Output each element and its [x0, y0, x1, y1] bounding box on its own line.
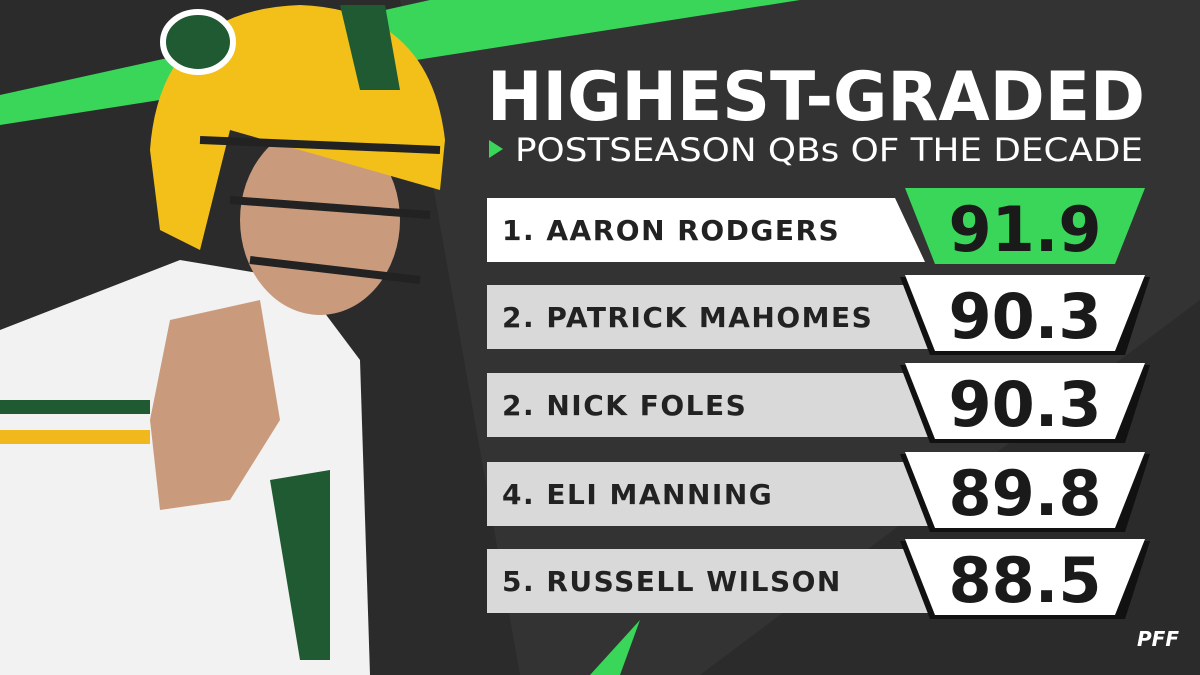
name-bar	[487, 285, 935, 349]
player-illustration	[0, 5, 445, 675]
logo: PFF	[1137, 627, 1179, 651]
jersey-number	[270, 470, 330, 660]
subtitle: POSTSEASON QBs OF THE DECADE	[515, 131, 1143, 169]
grade: 90.3	[949, 368, 1102, 441]
green-accent	[590, 620, 640, 675]
hand	[150, 300, 280, 510]
grade-box	[905, 452, 1145, 528]
jersey-stripe	[0, 400, 150, 414]
player-name: 2. PATRICK MAHOMES	[502, 301, 873, 334]
name-bar	[487, 549, 935, 613]
grade: 88.5	[949, 544, 1102, 617]
name-bar	[487, 373, 935, 437]
ranking-list: 1. AARON RODGERS 91.9 2. PATRICK MAHOMES 90…	[487, 188, 1150, 619]
name-bar	[487, 462, 935, 526]
player-name: 5. RUSSELL WILSON	[502, 565, 842, 598]
name-bar	[487, 198, 925, 262]
grade-box	[905, 275, 1145, 351]
jersey-stripe	[0, 430, 150, 444]
player-name: 2. NICK FOLES	[502, 389, 747, 422]
grade-box	[905, 188, 1145, 264]
subtitle-arrow	[489, 140, 503, 158]
grade-box	[905, 539, 1145, 615]
player-name: 4. ELI MANNING	[502, 478, 773, 511]
helmet-logo	[160, 9, 236, 75]
title: HIGHEST-GRADED	[487, 58, 1145, 137]
grade: 91.9	[949, 193, 1102, 266]
player-name: 1. AARON RODGERS	[502, 214, 840, 247]
grade-box	[905, 363, 1145, 439]
helmet-stripe	[340, 5, 400, 90]
grade: 89.8	[949, 457, 1102, 530]
grade: 90.3	[949, 280, 1102, 353]
facemask	[199, 136, 441, 284]
